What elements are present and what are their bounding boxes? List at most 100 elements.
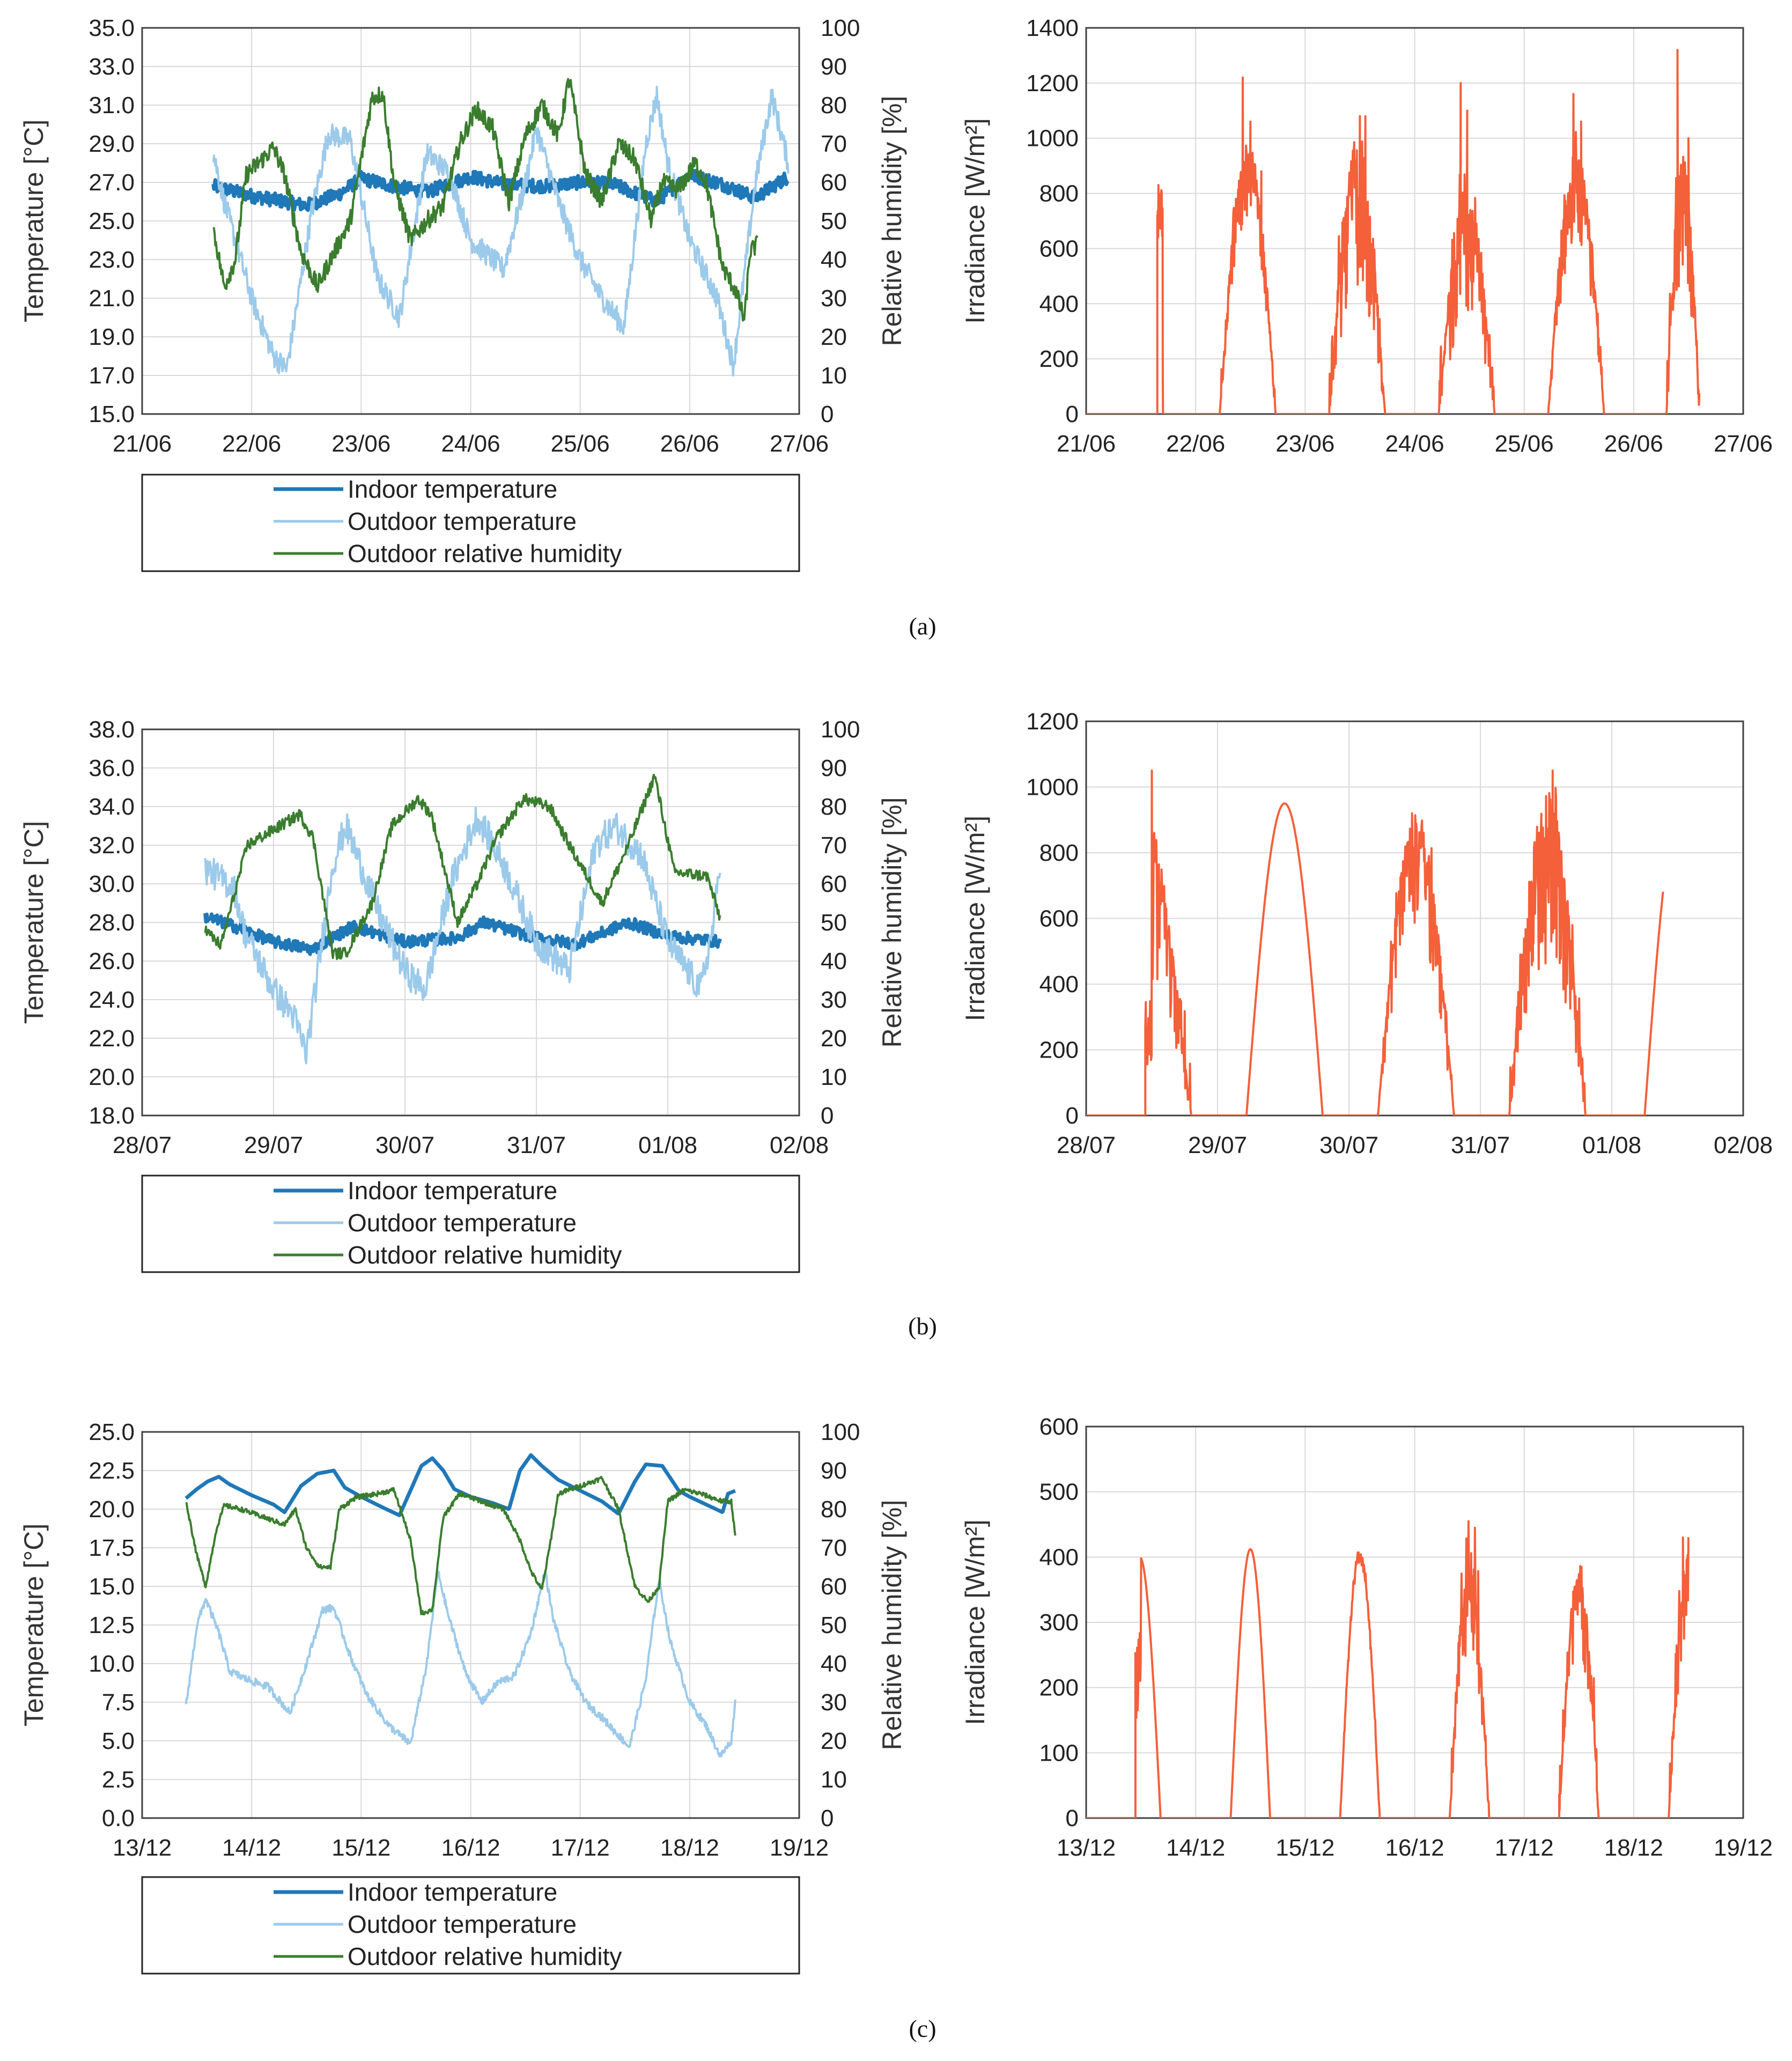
x-tick-label: 27/06	[1714, 431, 1773, 457]
y2-tick-label: 90	[821, 755, 847, 781]
y2-tick-label: 10	[821, 1767, 847, 1793]
legend-box	[141, 1174, 800, 1273]
series-outdoor-relative-humidity	[185, 1475, 736, 1616]
x-tick-label: 28/07	[1057, 1132, 1116, 1158]
x-tick-label: 13/12	[1057, 1835, 1116, 1861]
y-tick-label: 15.0	[89, 401, 135, 427]
y2-tick-label: 40	[821, 948, 847, 974]
y2-tick-label: 90	[821, 1458, 847, 1484]
x-tick-label: 15/12	[331, 1835, 390, 1861]
y-tick-label: 24.0	[89, 987, 135, 1013]
x-tick-label: 26/06	[1604, 431, 1663, 457]
x-tick-label: 17/12	[1495, 1835, 1554, 1861]
y2-tick-label: 60	[821, 871, 847, 897]
chart-a-irradiance: 0 200 400 600 800 1000 1200 1400 21/06 22/06 23/06…	[960, 15, 1773, 457]
legend-label-outdoor-rh: Outdoor relative humidity	[348, 540, 622, 567]
y-tick-label: 18.0	[89, 1103, 135, 1129]
series-irradiance	[1086, 769, 1664, 1116]
x-tick-label: 27/06	[770, 431, 829, 457]
x-tick-label: 19/12	[770, 1835, 829, 1861]
y2-tick-label: 60	[821, 1574, 847, 1600]
chart-b-irradiance: 0 200 400 600 800 1000 1200 28/07 29/07 30/07 31/0…	[960, 708, 1773, 1158]
y-axis-title: Temperature [°C]	[19, 120, 49, 322]
y2-tick-label: 0	[821, 1805, 834, 1831]
y-tick-label: 1200	[1026, 70, 1079, 97]
x-tick-label: 23/06	[1275, 431, 1334, 457]
y-tick-label: 200	[1039, 1675, 1079, 1701]
chart-a-temperature: 15.0 17.0 19.0 21.0 23.0 25.0 27.0 29.0 31.0 33.0…	[19, 15, 907, 457]
series-indoor-temperature	[203, 912, 722, 956]
y-tick-label: 23.0	[89, 247, 135, 273]
chart-c-temperature: 0.0 2.5 5.0 7.5 10.0 12.5 15.0 17.5 20.0 22.5 25.0…	[19, 1419, 907, 1861]
series-outdoor-temperature	[185, 1569, 736, 1757]
legend-box	[141, 1876, 800, 1975]
y2-tick-label: 0	[821, 1103, 834, 1129]
y-tick-label: 22.5	[89, 1458, 135, 1484]
y-tick-label: 0	[1066, 1805, 1079, 1831]
plot-frame	[141, 728, 800, 1117]
x-tick-label: 18/12	[660, 1835, 719, 1861]
y2-tick-label: 50	[821, 208, 847, 234]
y2-tick-label: 30	[821, 1689, 847, 1716]
x-tick-label: 26/06	[660, 431, 719, 457]
legend-label-indoor: Indoor temperature	[348, 475, 557, 503]
legend-label-indoor: Indoor temperature	[348, 1177, 557, 1205]
y2-tick-label: 100	[821, 716, 860, 743]
y-tick-label: 400	[1039, 291, 1079, 317]
y-tick-label: 200	[1039, 1037, 1079, 1063]
y2-tick-label: 70	[821, 131, 847, 157]
y-tick-label: 10.0	[89, 1651, 135, 1677]
y-tick-label: 22.0	[89, 1025, 135, 1052]
y-tick-label: 500	[1039, 1479, 1079, 1505]
y2-axis-title: Relative humidity [%]	[877, 96, 907, 346]
x-tick-label: 25/06	[1495, 431, 1554, 457]
y2-tick-label: 50	[821, 910, 847, 936]
caption-a: (a)	[909, 612, 936, 640]
x-tick-label: 21/06	[113, 431, 172, 457]
series-outdoor-relative-humidity	[204, 773, 721, 961]
x-tick-label: 01/08	[638, 1132, 697, 1158]
legend-label-outdoor-temp: Outdoor temperature	[348, 507, 577, 535]
x-tick-label: 30/07	[1319, 1132, 1378, 1158]
x-tick-label: 13/12	[113, 1835, 172, 1861]
y-tick-label: 30.0	[89, 871, 135, 897]
y-tick-label: 35.0	[89, 15, 135, 41]
y2-tick-label: 10	[821, 1064, 847, 1090]
x-tick-label: 02/08	[1714, 1132, 1773, 1158]
y-tick-label: 600	[1039, 906, 1079, 932]
x-tick-label: 30/07	[375, 1132, 434, 1158]
y-tick-label: 15.0	[89, 1574, 135, 1600]
y-tick-label: 0	[1066, 401, 1079, 427]
y2-tick-label: 70	[821, 1535, 847, 1561]
x-tick-label: 14/12	[222, 1835, 281, 1861]
x-tick-label: 21/06	[1057, 431, 1116, 457]
y2-tick-label: 100	[821, 15, 860, 41]
x-tick-label: 01/08	[1582, 1132, 1641, 1158]
y-tick-label: 1000	[1026, 125, 1079, 152]
y2-tick-label: 50	[821, 1612, 847, 1638]
x-tick-label: 29/07	[244, 1132, 303, 1158]
plot-frame	[1085, 720, 1744, 1117]
y-tick-label: 19.0	[89, 324, 135, 350]
y-tick-label: 17.5	[89, 1535, 135, 1561]
y2-tick-label: 40	[821, 1651, 847, 1677]
x-tick-label: 31/07	[507, 1132, 566, 1158]
y-tick-label: 100	[1039, 1740, 1079, 1766]
x-tick-label: 17/12	[551, 1835, 610, 1861]
legend-c: Indoor temperature Outdoor temperature O…	[141, 1876, 800, 1975]
y2-tick-label: 0	[821, 401, 834, 427]
y-tick-label: 20.0	[89, 1496, 135, 1523]
y2-tick-label: 40	[821, 247, 847, 273]
y-tick-label: 600	[1039, 235, 1079, 262]
y-tick-label: 34.0	[89, 794, 135, 820]
x-tick-label: 31/07	[1451, 1132, 1510, 1158]
y2-tick-label: 20	[821, 324, 847, 350]
chart-b-temperature: 18.0 20.0 22.0 24.0 26.0 28.0 30.0 32.0 34.0 36.0…	[19, 716, 907, 1158]
y-tick-label: 32.0	[89, 832, 135, 859]
x-tick-label: 28/07	[113, 1132, 172, 1158]
y-tick-label: 1200	[1026, 708, 1079, 735]
y2-tick-label: 80	[821, 92, 847, 119]
legend-a: Indoor temperature Outdoor temperature O…	[141, 474, 800, 572]
y2-tick-label: 70	[821, 832, 847, 859]
